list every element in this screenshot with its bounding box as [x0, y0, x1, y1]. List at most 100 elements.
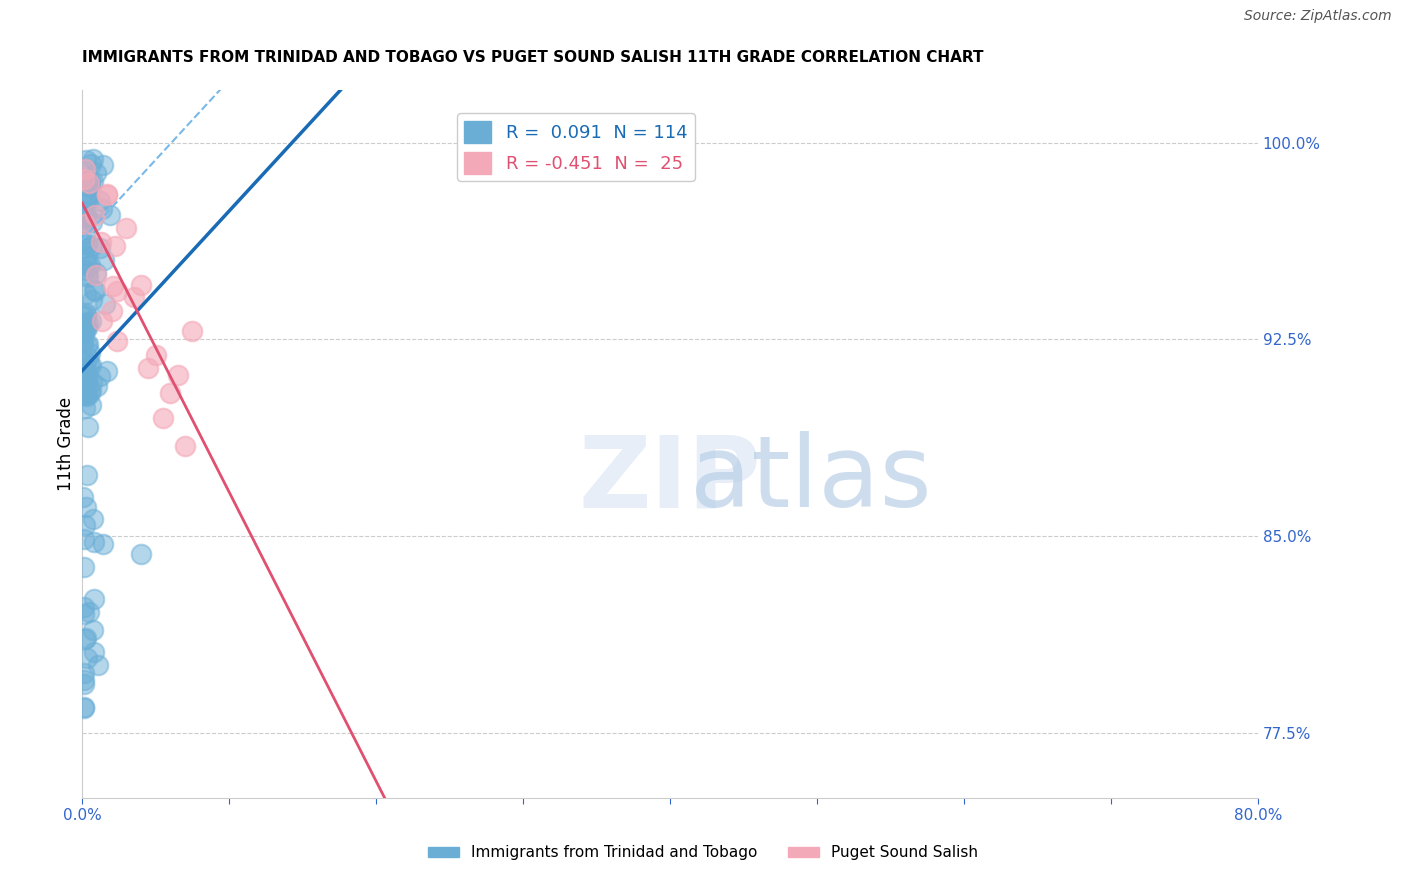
Point: [75, 217, 97, 231]
Point: [73, 227, 96, 242]
Point: [98, 208, 121, 222]
Point: [79, 345, 101, 359]
Point: [145, 348, 167, 362]
Point: [104, 239, 127, 253]
Point: [73, 326, 96, 340]
Point: [76, 186, 98, 201]
Point: [84, 284, 107, 298]
Point: [75, 305, 97, 319]
Point: [76, 210, 98, 224]
Point: [166, 368, 188, 382]
Point: [76, 336, 98, 351]
Point: [72, 237, 94, 252]
Point: [72, 336, 94, 351]
Point: [72, 386, 94, 401]
Point: [72, 316, 94, 330]
Point: [83, 645, 105, 659]
Point: [72, 699, 94, 714]
Point: [76, 236, 98, 251]
Point: [76, 337, 98, 351]
Point: [82, 175, 104, 189]
Point: [89, 194, 111, 209]
Point: [76, 375, 98, 389]
Point: [79, 605, 101, 619]
Point: [82, 623, 104, 637]
Point: [76, 365, 98, 379]
Point: [93, 158, 115, 172]
Point: [73, 386, 96, 401]
Point: [79, 176, 101, 190]
Point: [96, 364, 118, 378]
Point: [73, 316, 96, 330]
Point: [91, 537, 114, 551]
Point: [73, 161, 96, 176]
Point: [72, 533, 94, 547]
Point: [80, 383, 103, 397]
Point: [159, 385, 181, 400]
Point: [72, 324, 94, 338]
Point: [83, 283, 105, 297]
Point: [90, 235, 112, 249]
Point: [73, 241, 96, 255]
Point: [75, 177, 97, 191]
Point: [75, 287, 97, 301]
Point: [76, 249, 98, 263]
Legend: R =  0.091  N = 114, R = -0.451  N =  25: R = 0.091 N = 114, R = -0.451 N = 25: [457, 113, 695, 181]
Point: [122, 289, 145, 303]
Point: [76, 468, 98, 483]
Text: IMMIGRANTS FROM TRINIDAD AND TOBAGO VS PUGET SOUND SALISH 11TH GRADE CORRELATION: IMMIGRANTS FROM TRINIDAD AND TOBAGO VS P…: [82, 50, 984, 65]
Point: [76, 351, 98, 365]
Point: [136, 361, 159, 376]
Point: [75, 153, 97, 167]
Point: [96, 187, 118, 202]
Point: [72, 599, 94, 614]
Point: [129, 547, 152, 561]
Point: [83, 592, 105, 607]
Point: [72, 491, 94, 505]
Point: [75, 211, 97, 225]
Point: [73, 172, 96, 186]
Point: [75, 194, 97, 208]
Point: [73, 401, 96, 415]
Point: [76, 389, 98, 403]
Point: [75, 308, 97, 322]
Point: [72, 360, 94, 375]
Point: [72, 666, 94, 681]
Point: [87, 658, 110, 673]
Point: [86, 379, 108, 393]
Point: [76, 420, 98, 434]
Point: [75, 358, 97, 372]
Point: [89, 241, 111, 255]
Point: [73, 204, 96, 219]
Point: [73, 174, 96, 188]
Point: [79, 258, 101, 272]
Point: [77, 259, 100, 273]
Text: atlas: atlas: [690, 431, 932, 528]
Point: [72, 607, 94, 621]
Point: [72, 388, 94, 402]
Point: [115, 221, 138, 235]
Point: [72, 334, 94, 348]
Point: [72, 384, 94, 399]
Text: ZIP: ZIP: [578, 431, 762, 528]
Point: [76, 387, 98, 401]
Point: [76, 190, 98, 204]
Point: [80, 215, 103, 229]
Point: [76, 651, 98, 665]
Point: [174, 439, 197, 453]
Point: [83, 208, 105, 222]
Point: [76, 371, 98, 385]
Point: [77, 357, 100, 371]
Point: [76, 268, 98, 282]
Point: [82, 512, 104, 526]
Point: [84, 166, 107, 180]
Point: [72, 677, 94, 691]
Point: [76, 500, 98, 514]
Point: [105, 334, 128, 348]
Point: [84, 268, 107, 282]
Point: [84, 266, 107, 280]
Point: [76, 317, 98, 331]
Point: [83, 534, 105, 549]
Point: [72, 372, 94, 386]
Point: [90, 202, 112, 217]
